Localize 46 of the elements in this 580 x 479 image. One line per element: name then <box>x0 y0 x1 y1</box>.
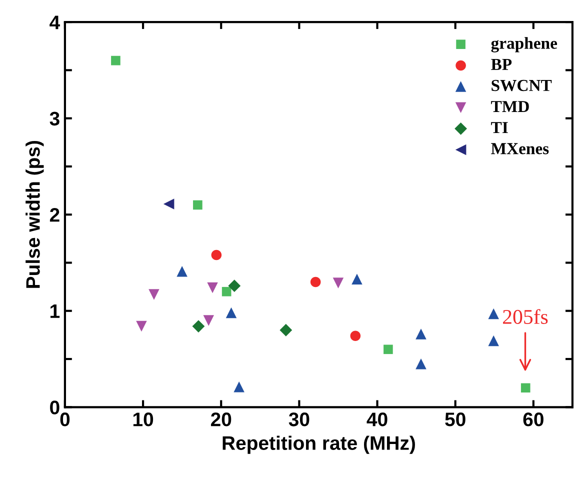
x-tick-label: 30 <box>288 412 310 426</box>
x-axis-title: Repetition rate (MHz) <box>222 436 415 454</box>
y-tick-label: 0 <box>50 400 60 414</box>
y-tick-label: 3 <box>50 112 60 126</box>
point <box>416 358 426 370</box>
legend-label: MXenes <box>491 143 549 154</box>
legend-label: BP <box>491 58 512 70</box>
legend-label: graphene <box>491 37 558 52</box>
x-tick-label: 20 <box>210 412 232 426</box>
y-tick-label: 2 <box>50 208 60 222</box>
point <box>203 315 214 326</box>
y-tick-label: 4 <box>50 16 60 30</box>
point <box>280 324 292 336</box>
y-axis-title: Pulse width (ps) <box>26 141 44 288</box>
legend-label: TMD <box>491 101 529 112</box>
point <box>163 198 174 210</box>
point <box>226 307 237 318</box>
point <box>234 382 244 392</box>
x-tick-label: 10 <box>133 412 154 426</box>
x-tick-label: 50 <box>445 412 466 426</box>
point <box>310 276 321 288</box>
y-tick-label: 1 <box>50 304 60 318</box>
point <box>520 383 530 393</box>
point <box>211 250 222 260</box>
point <box>352 274 362 284</box>
point <box>228 280 241 292</box>
x-tick-label: 0 <box>60 412 70 426</box>
point <box>222 286 232 296</box>
point <box>193 200 202 210</box>
point <box>148 289 160 300</box>
legend-label: TI <box>491 122 508 134</box>
point <box>488 308 499 320</box>
point <box>136 320 147 332</box>
point <box>192 320 205 332</box>
x-tick-label: 40 <box>366 412 388 426</box>
point <box>332 278 344 288</box>
point <box>207 282 218 294</box>
point <box>488 335 499 346</box>
point <box>111 56 120 66</box>
point <box>416 328 426 340</box>
point <box>350 330 361 342</box>
annotation: 205fs <box>503 309 548 324</box>
point <box>384 344 393 354</box>
legend-label: SWCNT <box>492 80 552 92</box>
x-tick-label: 60 <box>523 412 544 426</box>
point <box>176 266 188 277</box>
